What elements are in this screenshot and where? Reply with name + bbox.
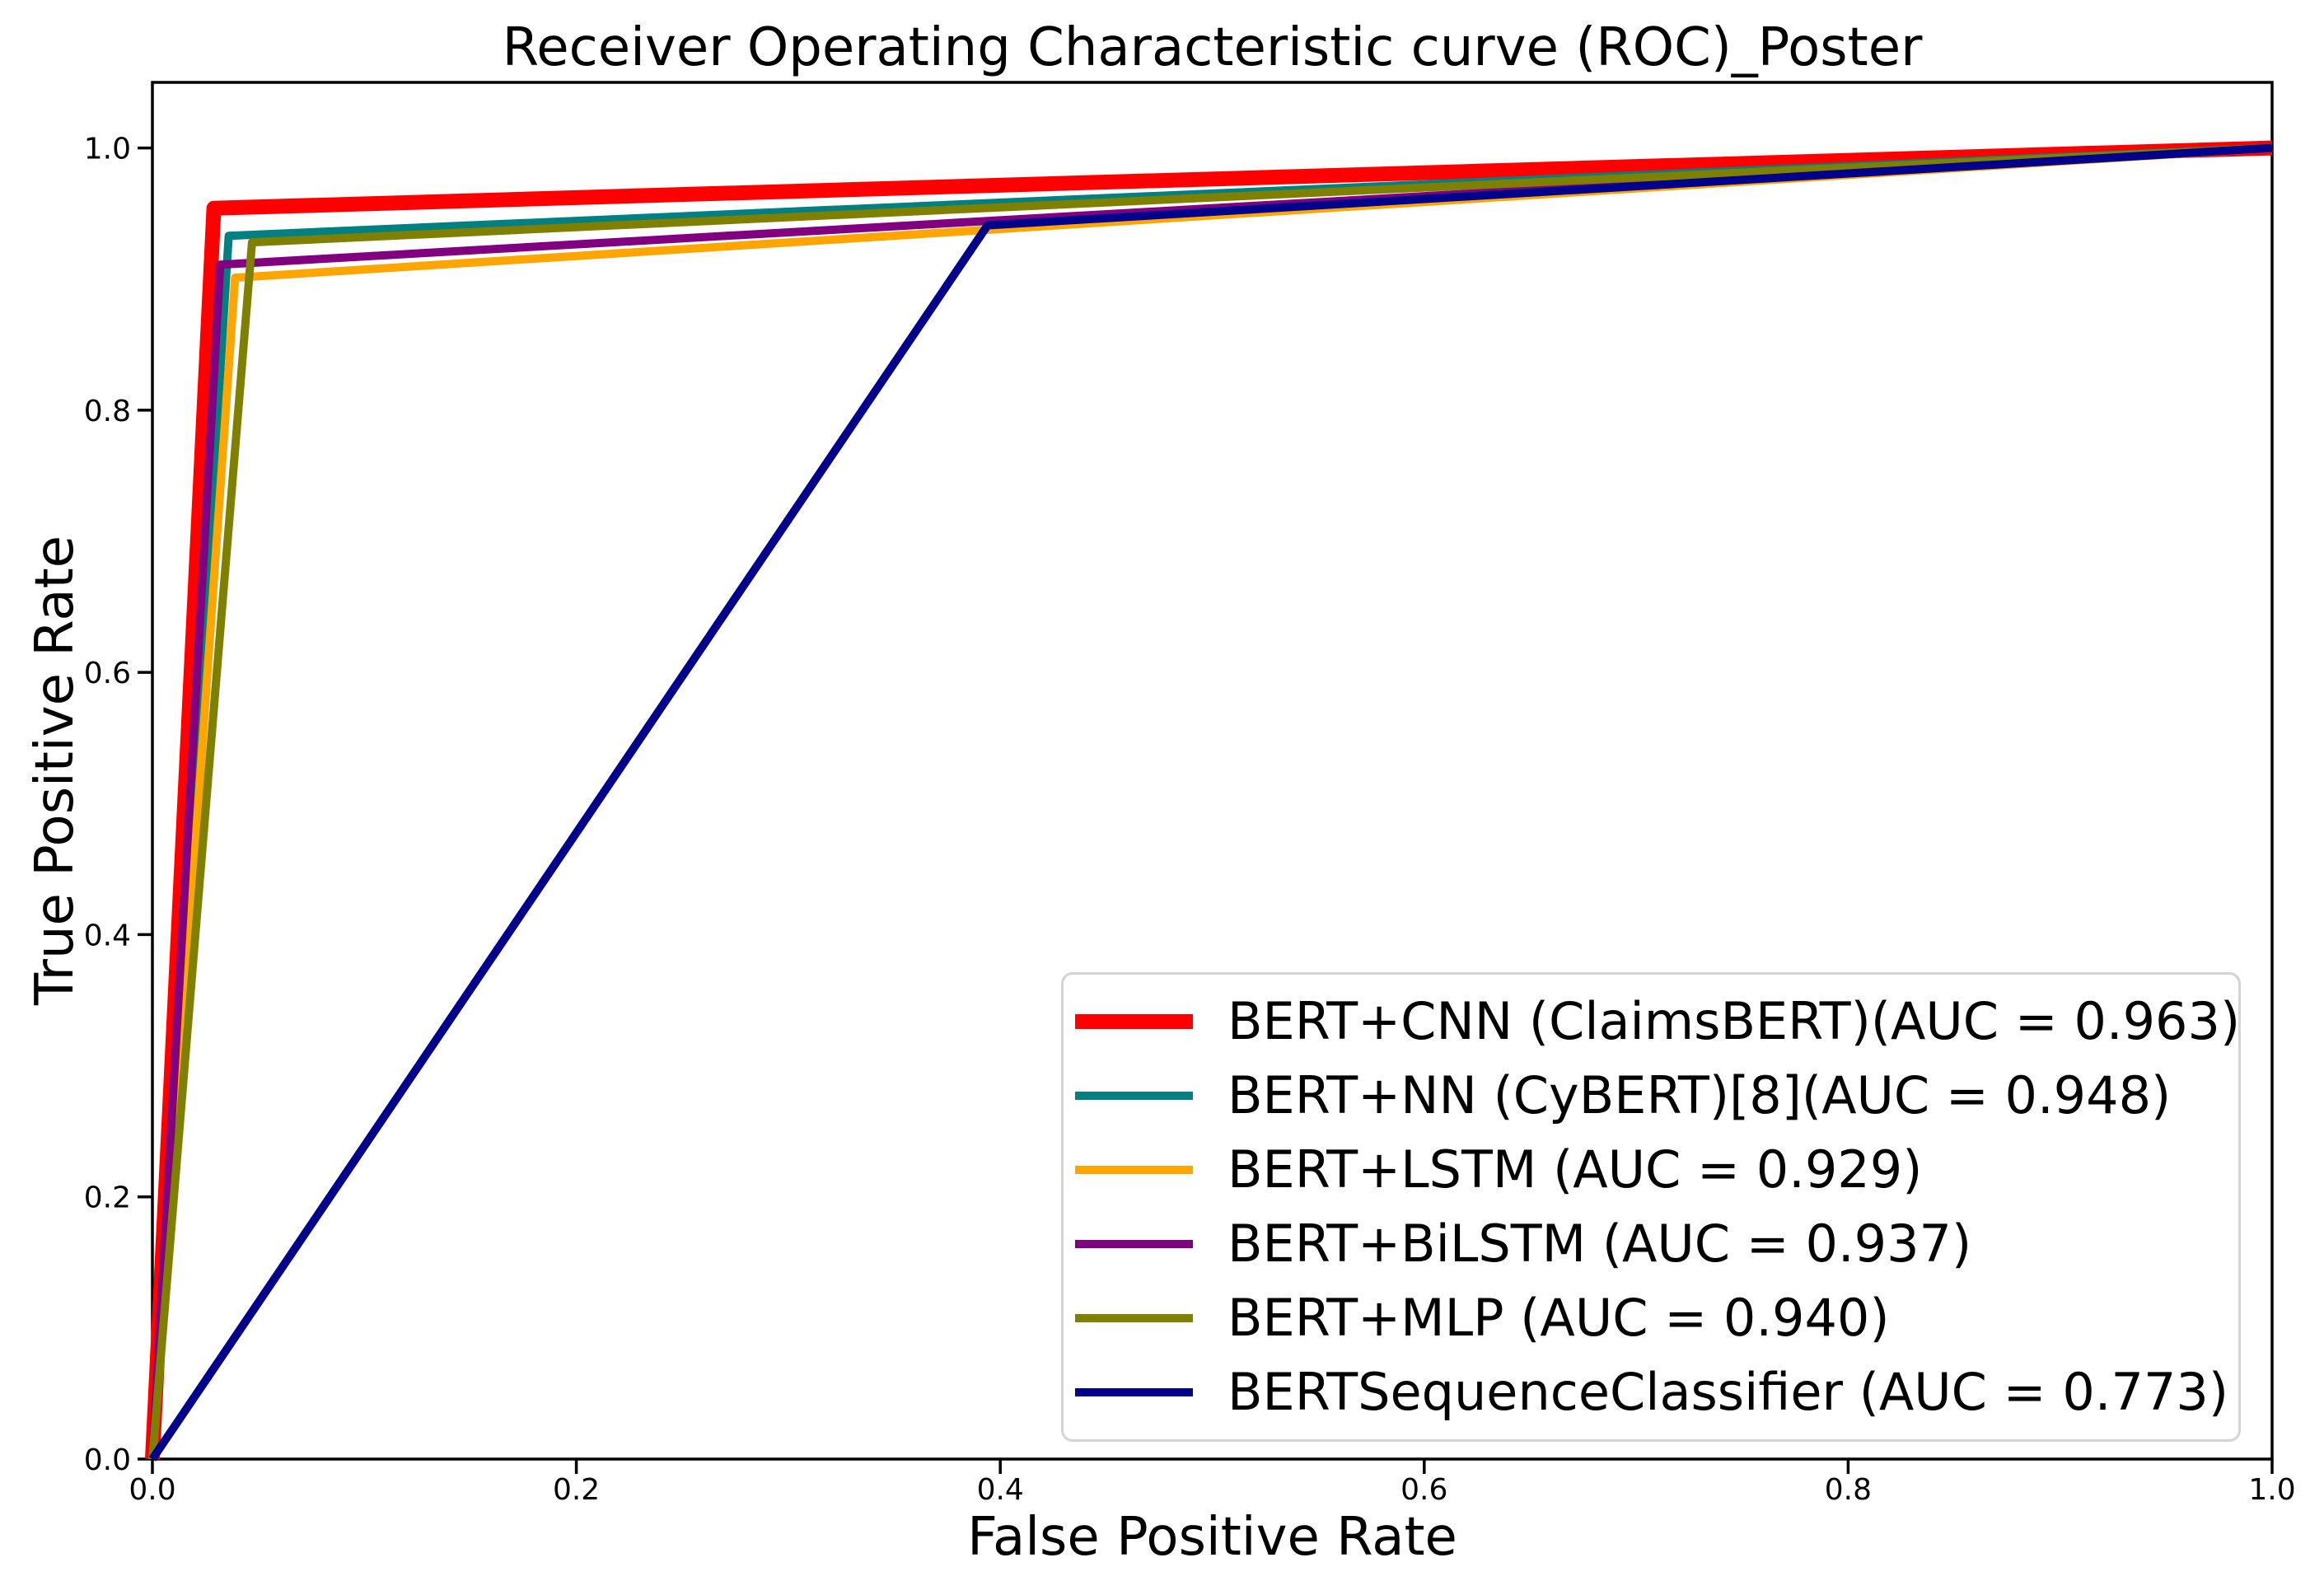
legend-item-1: BERT+NN (CyBERT)[8](AUC = 0.948) [1075,1059,2238,1133]
legend-swatch-5 [1075,1388,1193,1396]
x-tick-label: 0.0 [129,1473,175,1507]
x-tick-label: 0.2 [553,1473,600,1507]
legend-label-2: BERT+LSTM (AUC = 0.929) [1227,1139,1923,1200]
roc-curve-4 [148,143,2273,1460]
legend-label-5: BERTSequenceClassifier (AUC = 0.773) [1227,1362,2229,1422]
x-tick-label: 1.0 [2248,1473,2295,1507]
y-tick-label: 0.8 [84,395,131,428]
y-axis-label: True Positive Rate [25,535,86,1006]
legend-swatch-3 [1075,1240,1193,1248]
legend-label-0: BERT+CNN (ClaimsBERT)(AUC = 0.963) [1227,991,2241,1051]
x-tick-label: 0.4 [977,1473,1024,1507]
legend-label-3: BERT+BiLSTM (AUC = 0.937) [1227,1214,1972,1274]
legend-item-0: BERT+CNN (ClaimsBERT)(AUC = 0.963) [1075,985,2241,1059]
chart-title: Receiver Operating Characteristic curve … [502,17,1923,78]
legend-swatch-0 [1075,1014,1193,1029]
y-tick-label: 1.0 [84,133,131,166]
y-tick-label: 0.0 [84,1443,131,1477]
legend: BERT+CNN (ClaimsBERT)(AUC = 0.963) BERT+N… [1061,972,2241,1442]
legend-swatch-2 [1075,1166,1193,1174]
legend-swatch-1 [1075,1092,1193,1100]
axes-spines [151,81,2274,1461]
legend-item-4: BERT+MLP (AUC = 0.940) [1075,1281,2238,1355]
y-tick-label: 0.6 [84,657,131,690]
legend-item-3: BERT+BiLSTM (AUC = 0.937) [1075,1207,2238,1281]
x-tick-label: 0.6 [1400,1473,1447,1507]
y-tick-label: 0.4 [84,919,131,952]
legend-swatch-4 [1075,1314,1193,1322]
legend-label-1: BERT+NN (CyBERT)[8](AUC = 0.948) [1227,1065,2172,1125]
roc-curve-5 [148,143,2273,1462]
y-tick-label: 0.2 [84,1181,131,1215]
x-axis-label: False Positive Rate [967,1507,1457,1568]
legend-label-4: BERT+MLP (AUC = 0.940) [1227,1288,1890,1348]
legend-item-5: BERTSequenceClassifier (AUC = 0.773) [1075,1355,2238,1429]
legend-item-2: BERT+LSTM (AUC = 0.929) [1075,1133,2238,1207]
x-tick-label: 0.8 [1825,1473,1872,1507]
